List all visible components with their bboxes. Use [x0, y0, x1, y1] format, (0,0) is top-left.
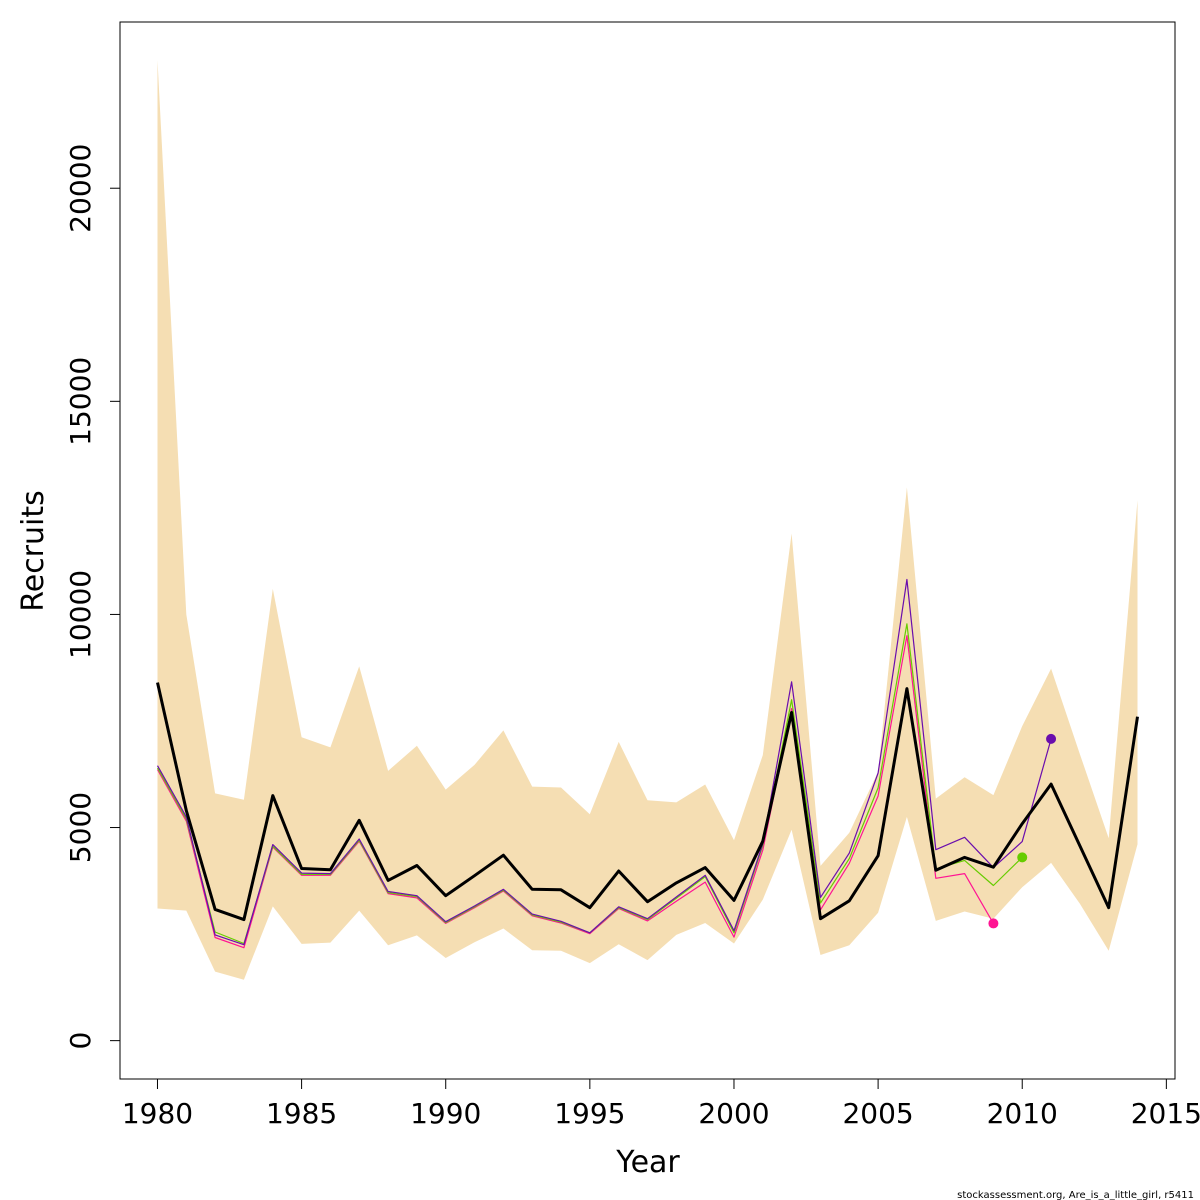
y-tick-label-15000: 15000 — [64, 357, 97, 446]
series-line-0 — [156, 682, 1139, 922]
end-point-1 — [1017, 852, 1028, 863]
x-tick-label-1985: 1985 — [266, 1097, 337, 1130]
y-tick-label-5000: 5000 — [64, 792, 97, 863]
series-line-3 — [156, 635, 994, 949]
credit-text: stockassessment.org, Are_is_a_little_gir… — [957, 1190, 1194, 1200]
series-layer — [156, 578, 1139, 949]
confidence-band — [157, 60, 1138, 980]
confidence-band-layer — [157, 60, 1138, 980]
y-tick-label-20000: 20000 — [64, 144, 97, 233]
y-axis: 0 5000 10000 15000 20000 — [64, 144, 121, 1050]
x-tick-label-2010: 2010 — [987, 1097, 1058, 1130]
end-point-0 — [1046, 733, 1057, 744]
x-axis-title: Year — [615, 1145, 680, 1180]
end-points-layer — [988, 733, 1057, 929]
y-tick-label-10000: 10000 — [64, 570, 97, 659]
x-tick-label-2000: 2000 — [698, 1097, 769, 1130]
end-point-2 — [988, 918, 999, 929]
x-tick-label-1980: 1980 — [122, 1097, 193, 1130]
y-tick-label-0: 0 — [64, 1032, 97, 1050]
x-axis: 1980 1985 1990 1995 2000 2005 2010 2015 — [122, 1078, 1200, 1130]
x-tick-label-1995: 1995 — [554, 1097, 625, 1130]
series-line-1 — [156, 578, 1052, 946]
x-tick-label-2005: 2005 — [842, 1097, 913, 1130]
x-tick-label-1990: 1990 — [410, 1097, 481, 1130]
y-axis-title: Recruits — [16, 490, 51, 612]
x-tick-label-2015: 2015 — [1131, 1097, 1200, 1130]
